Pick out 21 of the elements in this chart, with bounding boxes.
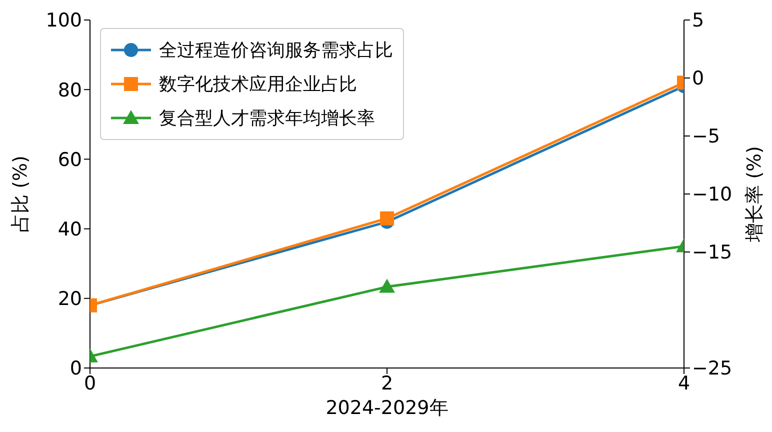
y2-tick-label: 0 xyxy=(692,68,704,90)
x-tick-label: 2 xyxy=(380,372,394,394)
y-tick-label: 60 xyxy=(58,148,82,171)
y2-tick-label: −10 xyxy=(692,184,732,206)
legend-label: 数字化技术应用企业占比 xyxy=(159,73,357,96)
y2-tick-label: −5 xyxy=(692,126,720,148)
y-tick-label: 40 xyxy=(58,218,82,241)
y-tick-label: 0 xyxy=(70,358,82,380)
legend-label: 复合型人才需求年均增长率 xyxy=(159,107,375,130)
x-tick-label: 0 xyxy=(84,372,96,394)
y-axis-title: 占比 (%) xyxy=(10,156,32,232)
y2-tick-label: 5 xyxy=(692,10,704,32)
y2-tick-label: −25 xyxy=(692,358,732,380)
x-axis-title: 2024-2029年 xyxy=(326,397,448,419)
y-tick-label: 80 xyxy=(58,79,82,102)
x-tick-label: 4 xyxy=(678,372,690,394)
legend-label: 全过程造价咨询服务需求占比 xyxy=(159,39,393,62)
y2-tick-label: −15 xyxy=(692,242,732,264)
y-tick-label: 100 xyxy=(46,10,82,32)
y-tick-label: 20 xyxy=(58,288,82,310)
y2-axis-title: 增长率 (%) xyxy=(744,146,766,243)
